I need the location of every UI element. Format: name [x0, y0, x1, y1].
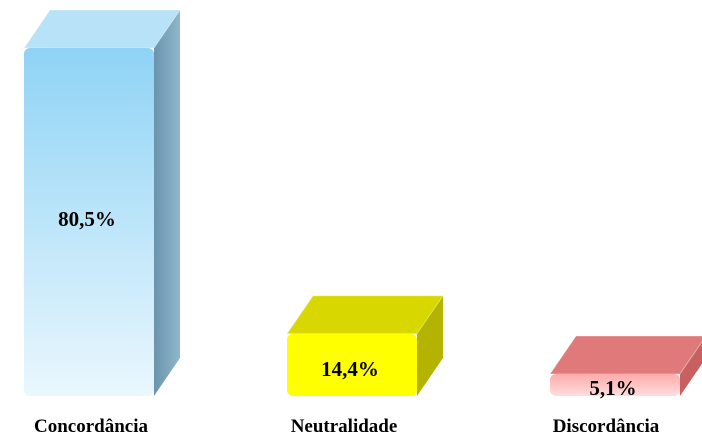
category-label-neutralidade: Neutralidade — [291, 416, 398, 437]
bar-concordancia — [23, 9, 181, 396]
bars-group — [23, 9, 702, 396]
bar-side-concordancia — [154, 10, 180, 396]
bar-side-neutralidade — [417, 295, 443, 396]
bar-top-neutralidade — [286, 295, 444, 335]
category-label-discordancia: Discordância — [553, 416, 660, 437]
value-label-neutralidade: 14,4% — [321, 357, 379, 381]
value-label-concordancia: 80,5% — [58, 207, 116, 231]
value-labels-group: 80,5% 14,4% 5,1% — [58, 207, 637, 400]
bar-neutralidade — [286, 295, 444, 396]
value-label-discordancia: 5,1% — [589, 376, 636, 400]
bar-discordancia — [549, 335, 702, 396]
bar-front-concordancia — [24, 48, 154, 396]
bar-front-discordancia — [550, 373, 680, 396]
category-labels-group: Concordância Neutralidade Discordância — [34, 416, 660, 437]
bar-top-concordancia — [23, 9, 181, 49]
bar-top-discordancia — [549, 335, 702, 375]
bar-front-neutralidade — [287, 333, 417, 396]
bar-side-discordancia — [680, 341, 702, 396]
category-label-concordancia: Concordância — [34, 416, 149, 437]
